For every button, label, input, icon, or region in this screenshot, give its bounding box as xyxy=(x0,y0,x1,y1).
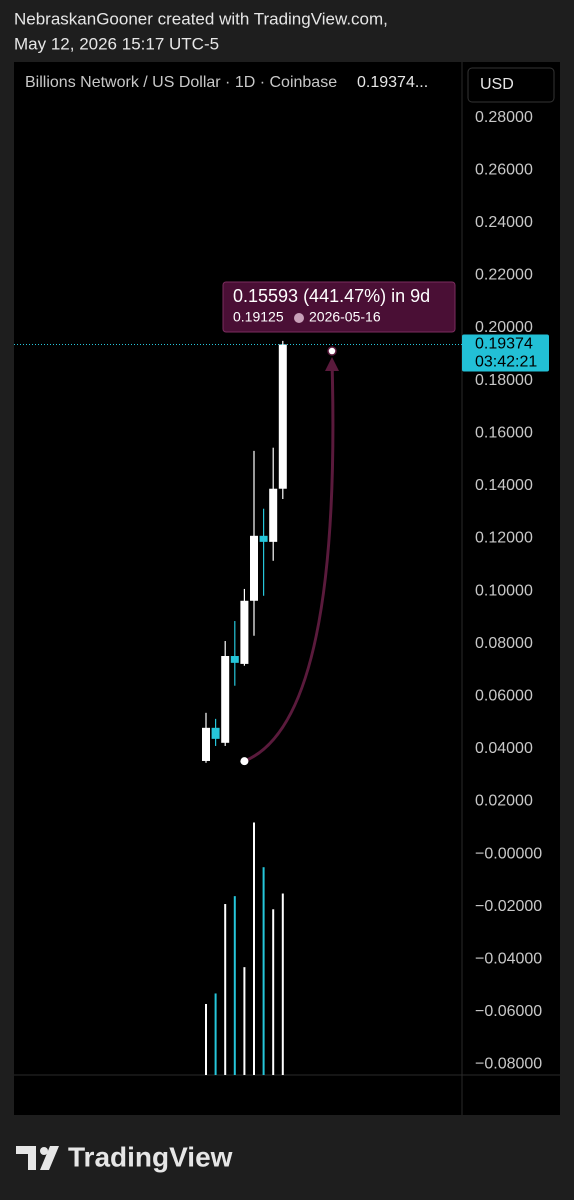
measure-start xyxy=(240,757,249,766)
volume-bar xyxy=(214,993,217,1075)
volume-bar xyxy=(281,893,284,1075)
candle-body xyxy=(269,488,278,542)
volume-bar xyxy=(224,904,227,1075)
measure-text: 0.15593 (441.47%) in 9d xyxy=(233,286,430,306)
y-tick-label: −0.00000 xyxy=(475,845,542,862)
measure-date: 2026-05-16 xyxy=(309,309,381,325)
author-line: NebraskanGooner created with TradingView… xyxy=(14,9,388,28)
y-tick-label: 0.08000 xyxy=(475,635,533,652)
measure-end xyxy=(327,346,337,356)
y-tick-label: 0.18000 xyxy=(475,372,533,389)
candle-body xyxy=(230,656,239,663)
candle-body xyxy=(278,344,287,489)
volume-bar xyxy=(272,909,275,1075)
chart-area xyxy=(14,62,560,1115)
y-tick-label: 0.12000 xyxy=(475,530,533,547)
clock-icon xyxy=(294,313,304,323)
y-tick-label: 0.24000 xyxy=(475,214,533,231)
y-tick-label: 0.16000 xyxy=(475,424,533,441)
y-tick-label: 0.28000 xyxy=(475,109,533,126)
currency-button[interactable] xyxy=(467,67,555,103)
measure-arrow xyxy=(243,360,335,763)
y-tick-label: 0.02000 xyxy=(475,793,533,810)
candle-body xyxy=(240,600,249,664)
volume-bar xyxy=(233,896,236,1075)
y-tick-label: 0.26000 xyxy=(475,161,533,178)
y-tick-label: 0.20000 xyxy=(475,319,533,336)
volume-bar xyxy=(243,967,246,1075)
price-tag-value: 0.19374 xyxy=(475,336,533,353)
tradingview-logo xyxy=(16,1146,59,1170)
y-tick-label: 0.04000 xyxy=(475,740,533,757)
volume-bar xyxy=(253,822,255,1075)
y-tick-label: 0.06000 xyxy=(475,687,533,704)
currency-label: USD xyxy=(480,76,514,93)
y-tick-label: −0.04000 xyxy=(475,950,542,967)
candle-body xyxy=(221,656,230,743)
y-tick-label: 0.10000 xyxy=(475,582,533,599)
price-tag xyxy=(462,334,549,372)
candle-body xyxy=(259,535,268,542)
candle-body xyxy=(202,727,210,761)
candle-body xyxy=(250,535,258,601)
legend-price: 0.19374... xyxy=(357,74,428,91)
brand: TradingView xyxy=(68,1141,233,1172)
y-tick-label: −0.06000 xyxy=(475,1003,542,1020)
candle-body xyxy=(211,727,220,739)
y-tick-label: 0.22000 xyxy=(475,267,533,284)
measure-box xyxy=(222,281,456,333)
volume-bar xyxy=(262,867,265,1075)
y-tick-label: 0.14000 xyxy=(475,477,533,494)
legend-title: Billions Network / US Dollar · 1D · Coin… xyxy=(25,74,337,91)
measure-end-price: 0.19125 xyxy=(233,309,284,325)
arrow-head xyxy=(325,357,339,372)
volume-bar xyxy=(205,1003,207,1075)
date-line: May 12, 2026 15:17 UTC-5 xyxy=(14,34,219,53)
price-tag-countdown: 03:42:21 xyxy=(475,354,537,371)
y-tick-label: −0.02000 xyxy=(475,898,542,915)
y-tick-label: −0.08000 xyxy=(475,1056,542,1073)
